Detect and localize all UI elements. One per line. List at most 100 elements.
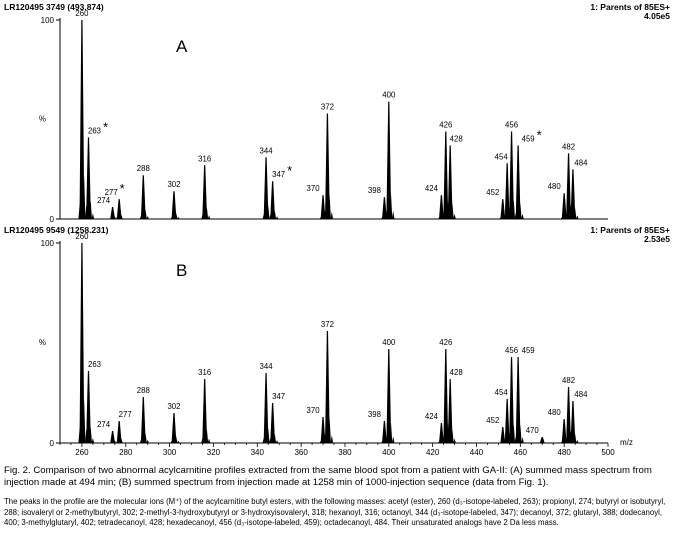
panel-b-satellite-peak [330, 435, 334, 443]
panel-b-peak-456 [509, 357, 514, 443]
panel-b-peak-398 [382, 421, 387, 443]
panel-b-intensity-label: 2.53e5 [644, 234, 670, 244]
panel-a-peak-456 [509, 131, 514, 219]
panel-b-peak-label-426: 426 [439, 338, 452, 347]
panel-b-xtick-label-280: 280 [119, 448, 133, 457]
panel-b-peak-label-456: 456 [505, 346, 518, 355]
panel-b-peak-480 [561, 419, 567, 443]
panel-a-header-left: LR120495 3749 (493.874) [4, 2, 104, 12]
panel-a-peak-277 [116, 199, 122, 219]
figure-footnote: The peaks in the profile are the molecul… [4, 497, 666, 527]
panel-a-panel-label: A [176, 37, 188, 56]
panel-b-peak-label-277: 277 [119, 410, 132, 419]
panel-b-satellite-peak [453, 438, 456, 443]
panel-a-peak-288 [140, 175, 146, 219]
panel-a-satellite-peak [207, 215, 211, 219]
panel-b-xtick-label-420: 420 [426, 448, 440, 457]
panel-b-xtick-label-460: 460 [514, 448, 528, 457]
panel-b-peak-label-316: 316 [198, 368, 211, 377]
panel-a-peak-label-398: 398 [368, 186, 381, 195]
panel-a-peak-302 [171, 191, 177, 219]
panel-b-header-left: LR120495 9549 (1258.231) [4, 225, 109, 235]
panel-b-peak-424 [439, 423, 444, 443]
panel-b-peak-459 [515, 357, 521, 443]
panel-a-peak-347 [270, 181, 276, 219]
panel-a-satellite-peak [91, 213, 95, 219]
panel-b-peak-label-428: 428 [450, 368, 463, 377]
panel-a-satellite-peak [177, 217, 180, 219]
panel-b-peak-label-470: 470 [526, 426, 540, 435]
panel-b-peak-label-370: 370 [307, 406, 321, 415]
panel-b-peak-316 [202, 379, 208, 443]
panel-a-peak-454 [504, 163, 510, 219]
panel-b-peak-label-454: 454 [495, 388, 509, 397]
panel-b-xtick-label-260: 260 [75, 448, 89, 457]
panel-b-peak-label-274: 274 [97, 420, 111, 429]
panel-b-xtick-label-440: 440 [470, 448, 484, 457]
panel-a-peak-263 [86, 137, 91, 219]
panel-a-peak-label-484: 484 [574, 158, 588, 167]
panel-b-peak-484 [570, 401, 576, 443]
panel-a-peak-label-480: 480 [548, 182, 562, 191]
panel-b-xtick-label-480: 480 [557, 448, 571, 457]
panel-a-peak-274 [110, 207, 116, 219]
panel-b-xtick-label-320: 320 [207, 448, 221, 457]
panel-a-peak-484 [570, 169, 576, 219]
panel-b-peak-label-263: 263 [88, 360, 101, 369]
panel-a-header-right: 1: Parents of 85ES+ [590, 2, 670, 12]
mass-spectra-figure: LR120495 3749 (493.874) 1: Parents of 85E… [4, 2, 670, 457]
panel-b-xtick-label-300: 300 [163, 448, 177, 457]
panel-b-satellite-peak [207, 438, 211, 443]
panel-a-y-label: % [39, 115, 46, 124]
panel-a-peak-label-344: 344 [260, 146, 274, 155]
panel-b-peak-370 [320, 417, 326, 443]
panel-a-peak-label-424: 424 [425, 184, 439, 193]
panel-b-peak-302 [171, 413, 177, 443]
panel-b-peak-label-424: 424 [425, 412, 439, 421]
panel-a-peak-label-459: 459 [522, 134, 535, 143]
panel-a-peak-label-426: 426 [439, 120, 452, 129]
panel-b-peak-label-459: 459 [522, 346, 535, 355]
panel-b-peak-428 [447, 379, 453, 443]
panel-b-peak-label-372: 372 [321, 320, 334, 329]
panel-a-peak-482 [566, 153, 571, 219]
panel-b-peak-452 [500, 427, 506, 443]
panel-b-satellite-peak [275, 440, 279, 443]
panel-a-satellite-peak [576, 215, 579, 219]
panel-a-peak-label-274: 274 [97, 196, 111, 205]
panel-a-peak-260 [79, 20, 85, 219]
panel-a-satellite-peak [391, 210, 395, 219]
panel-b-xtick-label-340: 340 [251, 448, 265, 457]
panel-a-peak-label-263: 263 [88, 126, 101, 135]
panel-a-peak-star-263: * [103, 119, 108, 134]
panel-b-peak-344 [263, 373, 269, 443]
panel-a-peak-424 [439, 195, 444, 219]
panel-a-peak-label-452: 452 [486, 188, 499, 197]
panel-a-satellite-peak [453, 213, 456, 219]
panel-b-peak-label-347: 347 [272, 392, 285, 401]
panel-b-satellite-peak [521, 436, 524, 443]
panel-a-satellite-peak [521, 213, 524, 219]
panel-b-peak-372 [325, 331, 330, 443]
panel-a-peak-label-347: 347 [272, 170, 285, 179]
panel-a-peak-459 [515, 145, 521, 219]
panel-a-peak-label-288: 288 [137, 164, 150, 173]
panel-b-peak-470 [539, 437, 545, 443]
panel-b-peak-label-484: 484 [574, 390, 588, 399]
panel-b-peak-label-288: 288 [137, 386, 150, 395]
panel-b-peak-277 [116, 421, 122, 443]
panel-b-peak-482 [566, 387, 571, 443]
panel-a-peak-398 [382, 197, 387, 219]
panel-b-ytick-label-100: 100 [41, 239, 55, 248]
panel-b-peak-label-400: 400 [382, 338, 396, 347]
panel-b-peak-400 [386, 349, 392, 443]
panel-a-peak-label-428: 428 [450, 134, 463, 143]
panel-b-peak-260 [79, 243, 85, 443]
panel-a-peak-428 [447, 145, 453, 219]
panel-a-peak-label-482: 482 [562, 142, 575, 151]
panel-a-peak-452 [500, 199, 506, 219]
panel-b-x-label: m/z [620, 438, 633, 447]
panel-b-peak-426 [443, 349, 449, 443]
panel-b-satellite-peak [576, 440, 579, 443]
panel-b-peak-label-452: 452 [486, 416, 499, 425]
